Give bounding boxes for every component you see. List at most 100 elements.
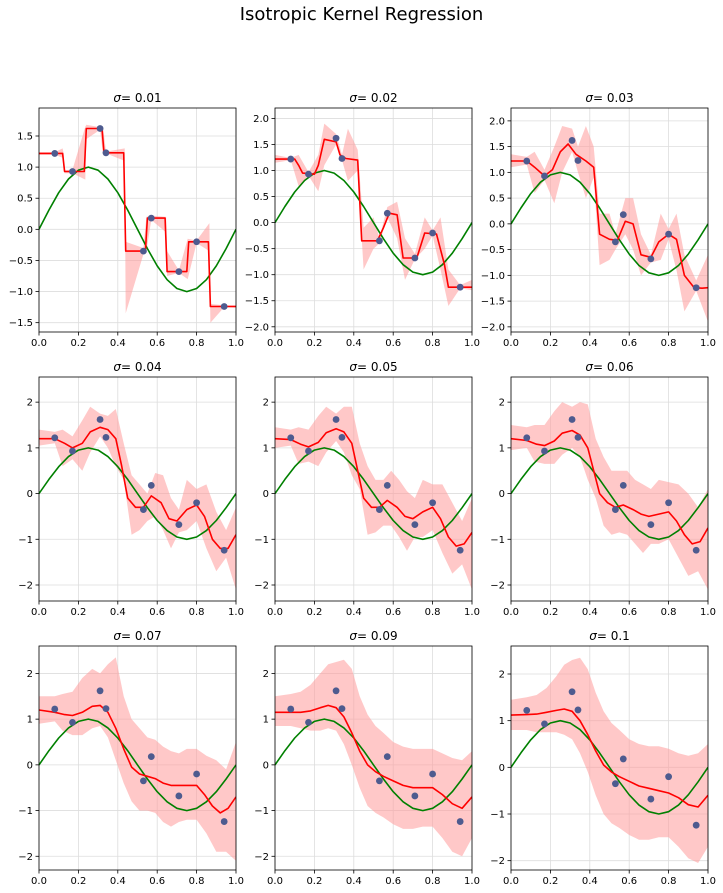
data-point <box>568 416 576 423</box>
data-point <box>456 283 464 291</box>
x-tick-label: 0.4 <box>346 607 362 618</box>
axes-frame <box>510 376 709 602</box>
x-tick-label: 0.0 <box>31 876 47 887</box>
true-function-line <box>275 169 472 276</box>
prediction-line <box>39 426 236 550</box>
data-point <box>411 254 419 262</box>
data-point <box>220 546 228 554</box>
axes-frame <box>38 376 237 602</box>
data-point <box>383 753 391 761</box>
data-point <box>411 792 419 800</box>
subplot-title: σ= 0.02 <box>349 91 397 105</box>
x-tick-label: 0.8 <box>661 338 677 349</box>
y-tick-label: −1 <box>254 806 269 817</box>
axes-frame <box>274 645 473 871</box>
y-tick-label: 2 <box>263 669 269 680</box>
y-tick-label: 0 <box>27 760 33 771</box>
y-tick-label: −1 <box>490 810 505 821</box>
y-tick-label: 1.0 <box>17 163 33 174</box>
subplot-8: 0.0 0.2 0.4 0.6 0.8 1.0 −2 −1 0 1 2 σ= 0.09 <box>254 629 480 887</box>
x-tick-label: 0.2 <box>542 607 558 618</box>
true-function-line <box>39 718 236 812</box>
x-tick-label: 0.0 <box>31 338 47 349</box>
data-point <box>193 238 201 246</box>
y-tick-label: 0.0 <box>17 225 33 236</box>
x-tick-label: 0.0 <box>503 338 519 349</box>
subplot-9: 0.0 0.2 0.4 0.6 0.8 1.0 −2 −1 0 1 2 σ= 0.1 <box>490 629 716 887</box>
true-function-line <box>275 447 472 541</box>
x-tick-label: 1.0 <box>700 338 716 349</box>
x-tick-label: 1.0 <box>464 338 480 349</box>
subplot-1: 0.0 0.2 0.4 0.6 0.8 1.0 −1.5 −1.0 −0.5 0.0 0.5 1.0 1… <box>9 91 244 349</box>
y-tick-label: −1.5 <box>9 318 33 329</box>
subplot-7: 0.0 0.2 0.4 0.6 0.8 1.0 −2 −1 0 1 2 σ= 0.07 <box>18 629 244 887</box>
data-point <box>619 481 627 489</box>
x-tick-label: 0.8 <box>189 338 205 349</box>
data-point <box>383 481 391 489</box>
x-tick-label: 0.4 <box>110 338 126 349</box>
axes-frame <box>274 376 473 602</box>
y-tick-label: −0.5 <box>9 256 33 267</box>
data-point <box>383 209 391 217</box>
prediction-line <box>39 127 236 308</box>
y-tick-label: 1 <box>263 715 269 726</box>
x-tick-label: 0.6 <box>621 607 637 618</box>
data-point <box>612 238 619 246</box>
x-tick-label: 1.0 <box>700 876 716 887</box>
x-tick-label: 0.2 <box>70 607 86 618</box>
subplot-title: σ= 0.1 <box>589 629 630 643</box>
data-point <box>523 707 531 714</box>
data-point <box>692 284 700 292</box>
data-point <box>647 255 655 263</box>
prediction-line <box>511 429 708 545</box>
data-point <box>332 687 340 695</box>
data-point <box>305 718 312 726</box>
x-tick-label: 1.0 <box>464 876 480 887</box>
data-point <box>647 795 655 803</box>
data-point <box>338 705 346 713</box>
data-point <box>147 481 155 489</box>
x-tick-label: 0.6 <box>621 876 637 887</box>
x-tick-label: 1.0 <box>228 607 244 618</box>
data-point <box>665 230 672 238</box>
y-tick-label: −1 <box>18 806 33 817</box>
x-tick-label: 0.0 <box>503 876 519 887</box>
x-tick-label: 0.4 <box>110 607 126 618</box>
axes-frame <box>38 645 237 871</box>
figure-title: Isotropic Kernel Regression <box>239 4 484 25</box>
axes-frame <box>38 107 237 333</box>
y-tick-label: 0 <box>263 760 269 771</box>
data-point <box>338 433 346 441</box>
x-tick-label: 1.0 <box>700 607 716 618</box>
y-tick-label: 0 <box>263 489 269 500</box>
y-tick-label: −2 <box>254 852 269 863</box>
data-point <box>305 447 312 455</box>
x-tick-label: 0.8 <box>425 876 441 887</box>
data-point <box>376 506 383 513</box>
y-tick-label: −2 <box>490 856 505 867</box>
subplot-5: 0.0 0.2 0.4 0.6 0.8 1.0 −2 −1 0 1 2 σ= 0.05 <box>254 360 480 618</box>
x-tick-label: 0.0 <box>267 876 283 887</box>
x-tick-label: 0.6 <box>385 876 401 887</box>
data-point <box>376 777 383 785</box>
x-tick-label: 0.6 <box>621 338 637 349</box>
y-tick-label: −1 <box>18 535 33 546</box>
data-point <box>692 546 700 554</box>
uncertainty-band <box>511 402 708 590</box>
data-point <box>102 433 110 441</box>
data-point <box>541 720 548 728</box>
uncertainty-band <box>275 406 472 590</box>
plot-area <box>511 402 708 590</box>
subplot-title: σ= 0.03 <box>585 91 633 105</box>
x-tick-label: 0.6 <box>149 338 165 349</box>
x-tick-label: 0.6 <box>385 338 401 349</box>
true-function-line <box>511 719 708 815</box>
data-point <box>456 546 464 554</box>
y-tick-label: 1 <box>499 443 505 454</box>
y-tick-label: 1.5 <box>489 142 505 153</box>
y-tick-label: −0.5 <box>245 244 269 255</box>
y-tick-label: −2.0 <box>481 322 505 333</box>
subplot-title: σ= 0.06 <box>585 360 633 374</box>
subplot-title: σ= 0.07 <box>113 629 161 643</box>
